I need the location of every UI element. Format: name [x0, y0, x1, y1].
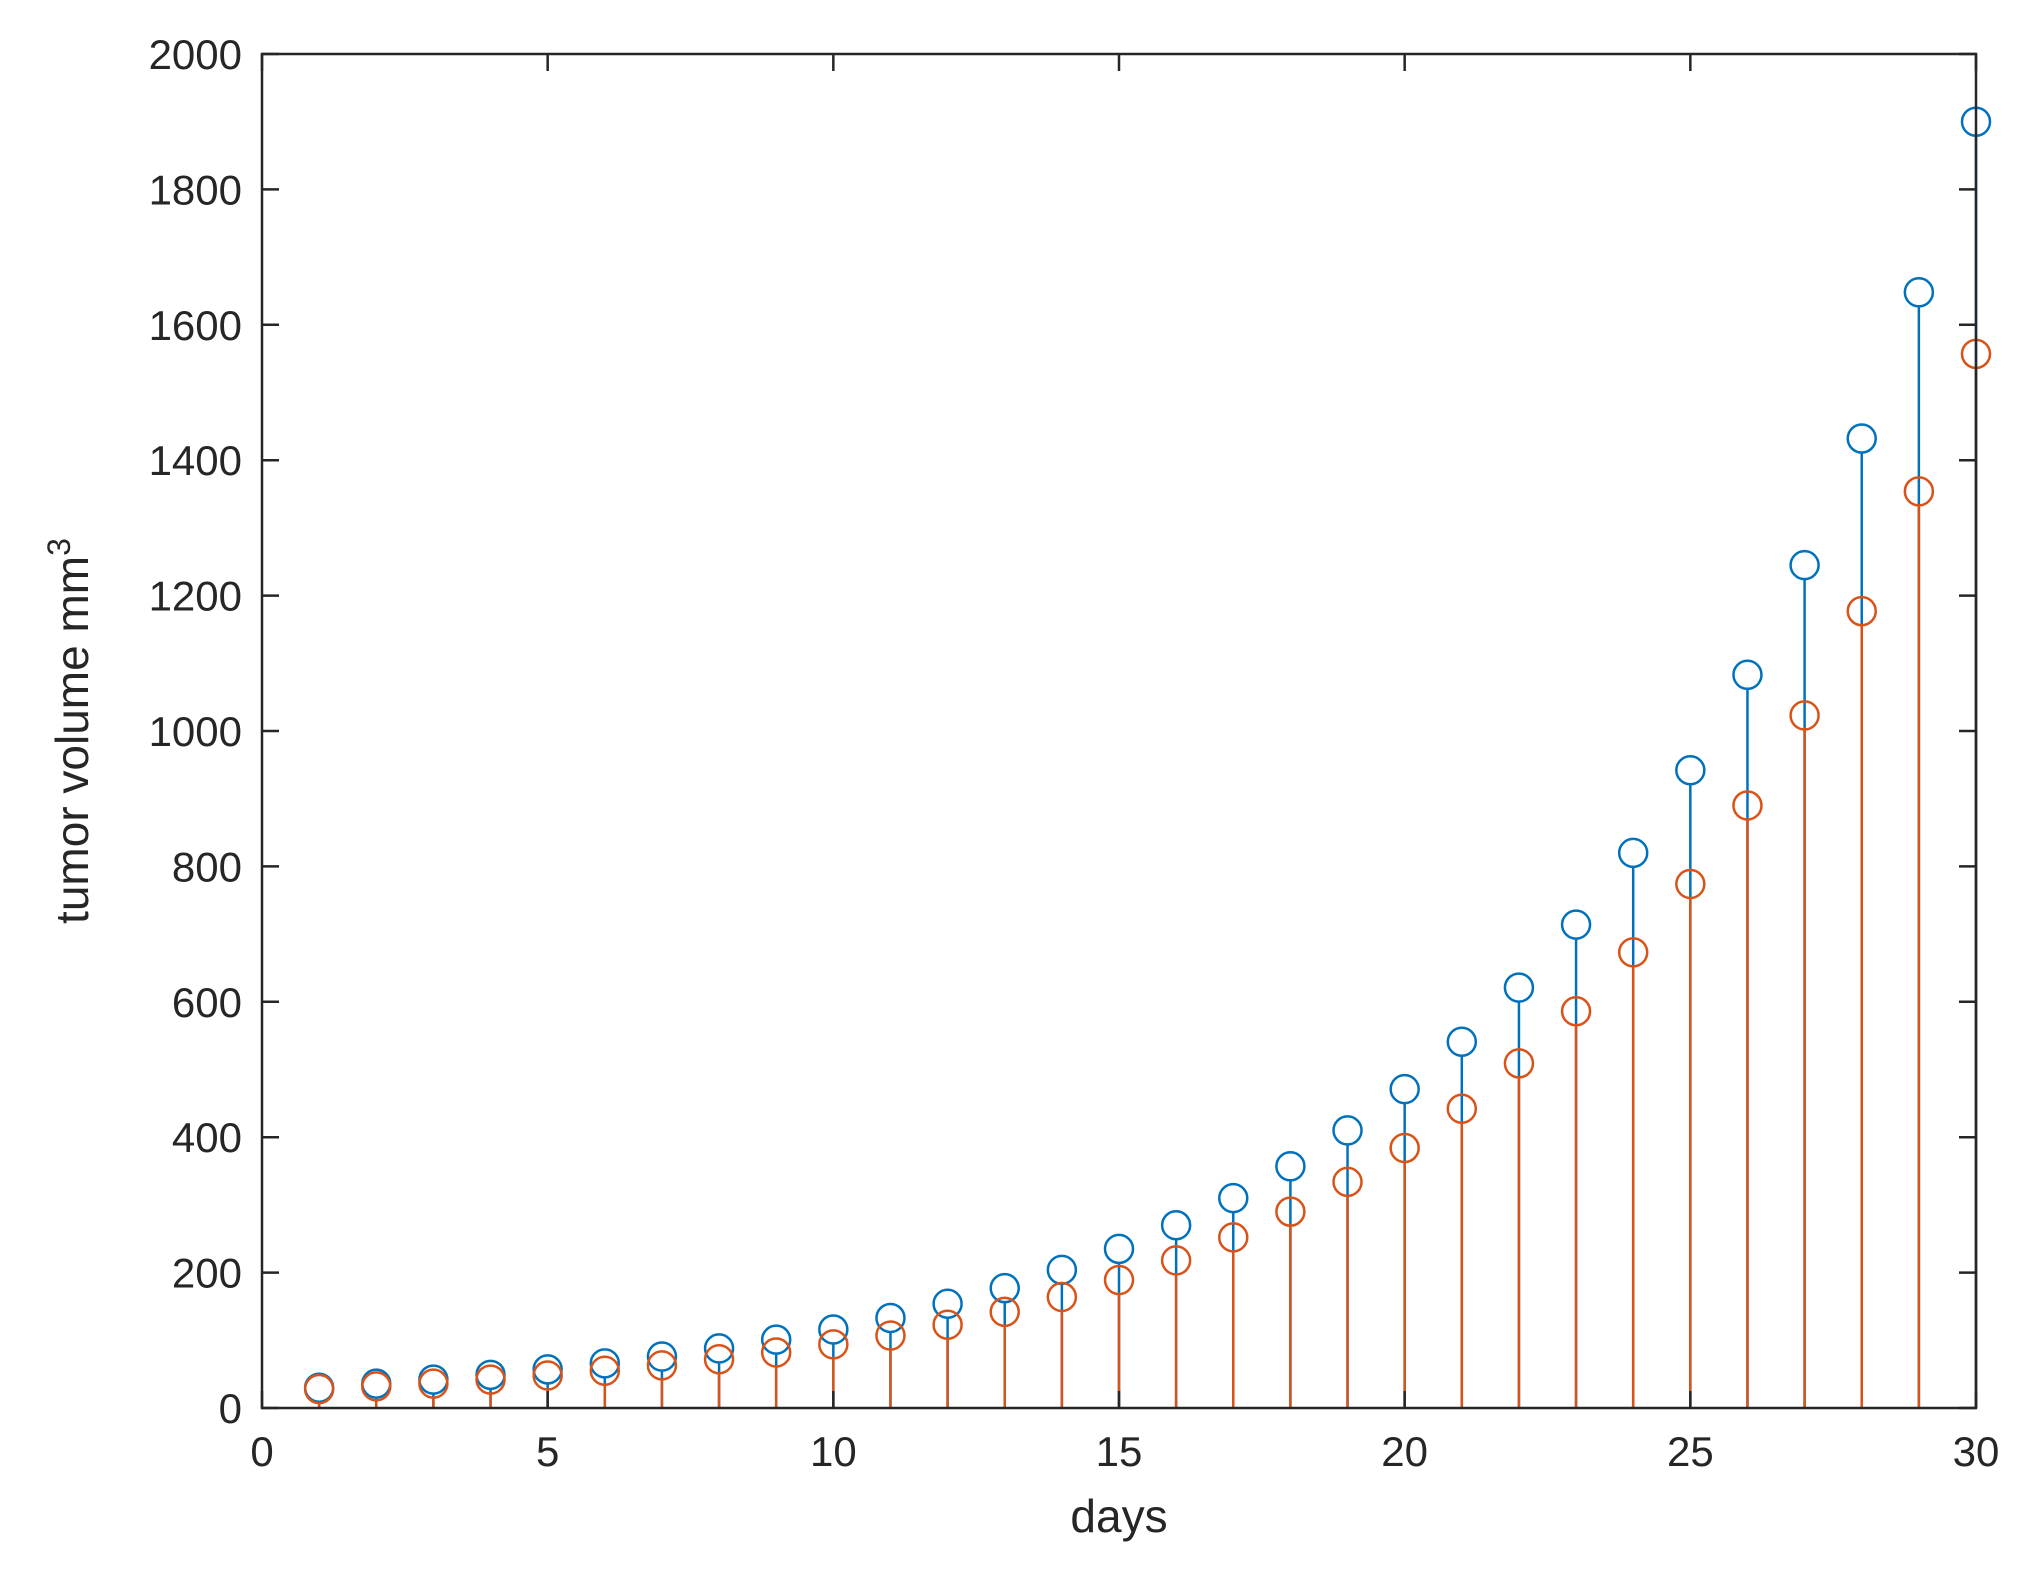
x-tick-label-0: 0	[250, 1428, 273, 1475]
marker-s0-14	[1103, 1233, 1135, 1265]
x-tick-label-1: 5	[536, 1428, 559, 1475]
marker-s0-8	[760, 1324, 792, 1355]
y-tick-label-9: 1800	[149, 166, 242, 213]
marker-s1-27	[1846, 595, 1877, 627]
marker-s1-2	[418, 1368, 449, 1399]
stems-layer	[317, 135, 1978, 1408]
y-tick-label-0: 0	[219, 1385, 242, 1432]
marker-s0-16	[1218, 1182, 1249, 1214]
marker-s1-0	[303, 1373, 335, 1405]
marker-s0-25	[1732, 659, 1763, 691]
marker-s0-26	[1789, 549, 1820, 581]
y-tick-label-6: 1200	[149, 573, 242, 620]
marker-s0-28	[1903, 277, 1935, 308]
marker-s1-7	[703, 1344, 735, 1375]
marker-s1-8	[760, 1337, 792, 1368]
marker-s1-26	[1789, 700, 1820, 731]
marker-s1-23	[1617, 937, 1649, 968]
marker-s1-28	[1903, 476, 1935, 507]
marker-s1-3	[475, 1364, 506, 1395]
marker-s1-12	[989, 1296, 1020, 1328]
y-axis-ticks: 0 200 400 600 800 1000 1200 1400 1600 1800 2000	[149, 31, 1976, 1432]
marker-s0-17	[1275, 1151, 1306, 1182]
marker-s1-25	[1732, 790, 1763, 821]
marker-s1-9	[818, 1329, 849, 1360]
marker-s1-24	[1675, 868, 1706, 900]
marker-s1-15	[1160, 1245, 1192, 1276]
marker-s0-18	[1332, 1115, 1363, 1146]
marker-s1-22	[1560, 996, 1592, 1027]
marker-s1-4	[532, 1360, 563, 1391]
y-tick-label-10: 2000	[149, 31, 242, 78]
marker-s0-11	[932, 1288, 963, 1319]
x-tick-label-4: 20	[1381, 1428, 1428, 1475]
marker-s0-24	[1675, 755, 1706, 786]
markers-layer	[303, 106, 1992, 1405]
marker-s1-1	[361, 1371, 392, 1402]
marker-s0-23	[1617, 837, 1649, 869]
y-axis-label-superscript: 3	[41, 538, 77, 556]
y-axis-label-text: tumor volume mm	[46, 556, 98, 924]
marker-s0-1	[361, 1368, 392, 1399]
marker-s1-17	[1275, 1196, 1306, 1227]
y-tick-label-2: 400	[172, 1114, 242, 1161]
y-tick-label-7: 1400	[149, 437, 242, 484]
marker-s0-13	[1046, 1254, 1078, 1286]
marker-s0-7	[703, 1333, 735, 1364]
marker-s0-4	[532, 1354, 563, 1385]
x-tick-label-3: 15	[1096, 1428, 1143, 1475]
marker-s0-27	[1846, 423, 1877, 454]
marker-s1-20	[1446, 1093, 1478, 1125]
marker-s0-19	[1389, 1073, 1420, 1105]
x-tick-label-6: 30	[1953, 1428, 2000, 1475]
marker-s0-20	[1446, 1026, 1478, 1057]
marker-s0-5	[589, 1348, 621, 1379]
y-tick-label-8: 1600	[149, 302, 242, 349]
marker-s1-5	[589, 1355, 621, 1387]
marker-s1-10	[875, 1320, 906, 1351]
y-axis-label: tumor volume mm3	[41, 538, 98, 924]
marker-s1-16	[1218, 1222, 1249, 1253]
y-tick-label-1: 200	[172, 1250, 242, 1297]
marker-s0-9	[818, 1314, 849, 1345]
marker-s1-19	[1389, 1132, 1420, 1164]
marker-s0-22	[1560, 909, 1592, 940]
marker-s0-12	[989, 1272, 1020, 1304]
marker-s1-18	[1332, 1166, 1363, 1198]
x-tick-label-2: 10	[810, 1428, 857, 1475]
x-axis-label: days	[1070, 1490, 1167, 1542]
y-tick-label-4: 800	[172, 843, 242, 890]
plot-frame	[260, 52, 1978, 1410]
x-tick-label-5: 25	[1667, 1428, 1714, 1475]
marker-s1-6	[646, 1350, 678, 1381]
marker-s1-21	[1503, 1048, 1535, 1079]
marker-s1-14	[1103, 1264, 1135, 1296]
marker-s1-13	[1046, 1281, 1078, 1313]
marker-s0-21	[1503, 972, 1535, 1003]
marker-s0-15	[1160, 1209, 1192, 1241]
marker-s0-10	[875, 1302, 906, 1334]
marker-s0-6	[646, 1341, 678, 1372]
marker-s1-11	[932, 1309, 963, 1340]
y-tick-label-5: 1000	[149, 708, 242, 755]
x-axis-ticks: 0 5 10 15 20 25 30	[250, 54, 1999, 1475]
y-tick-label-3: 600	[172, 979, 242, 1026]
